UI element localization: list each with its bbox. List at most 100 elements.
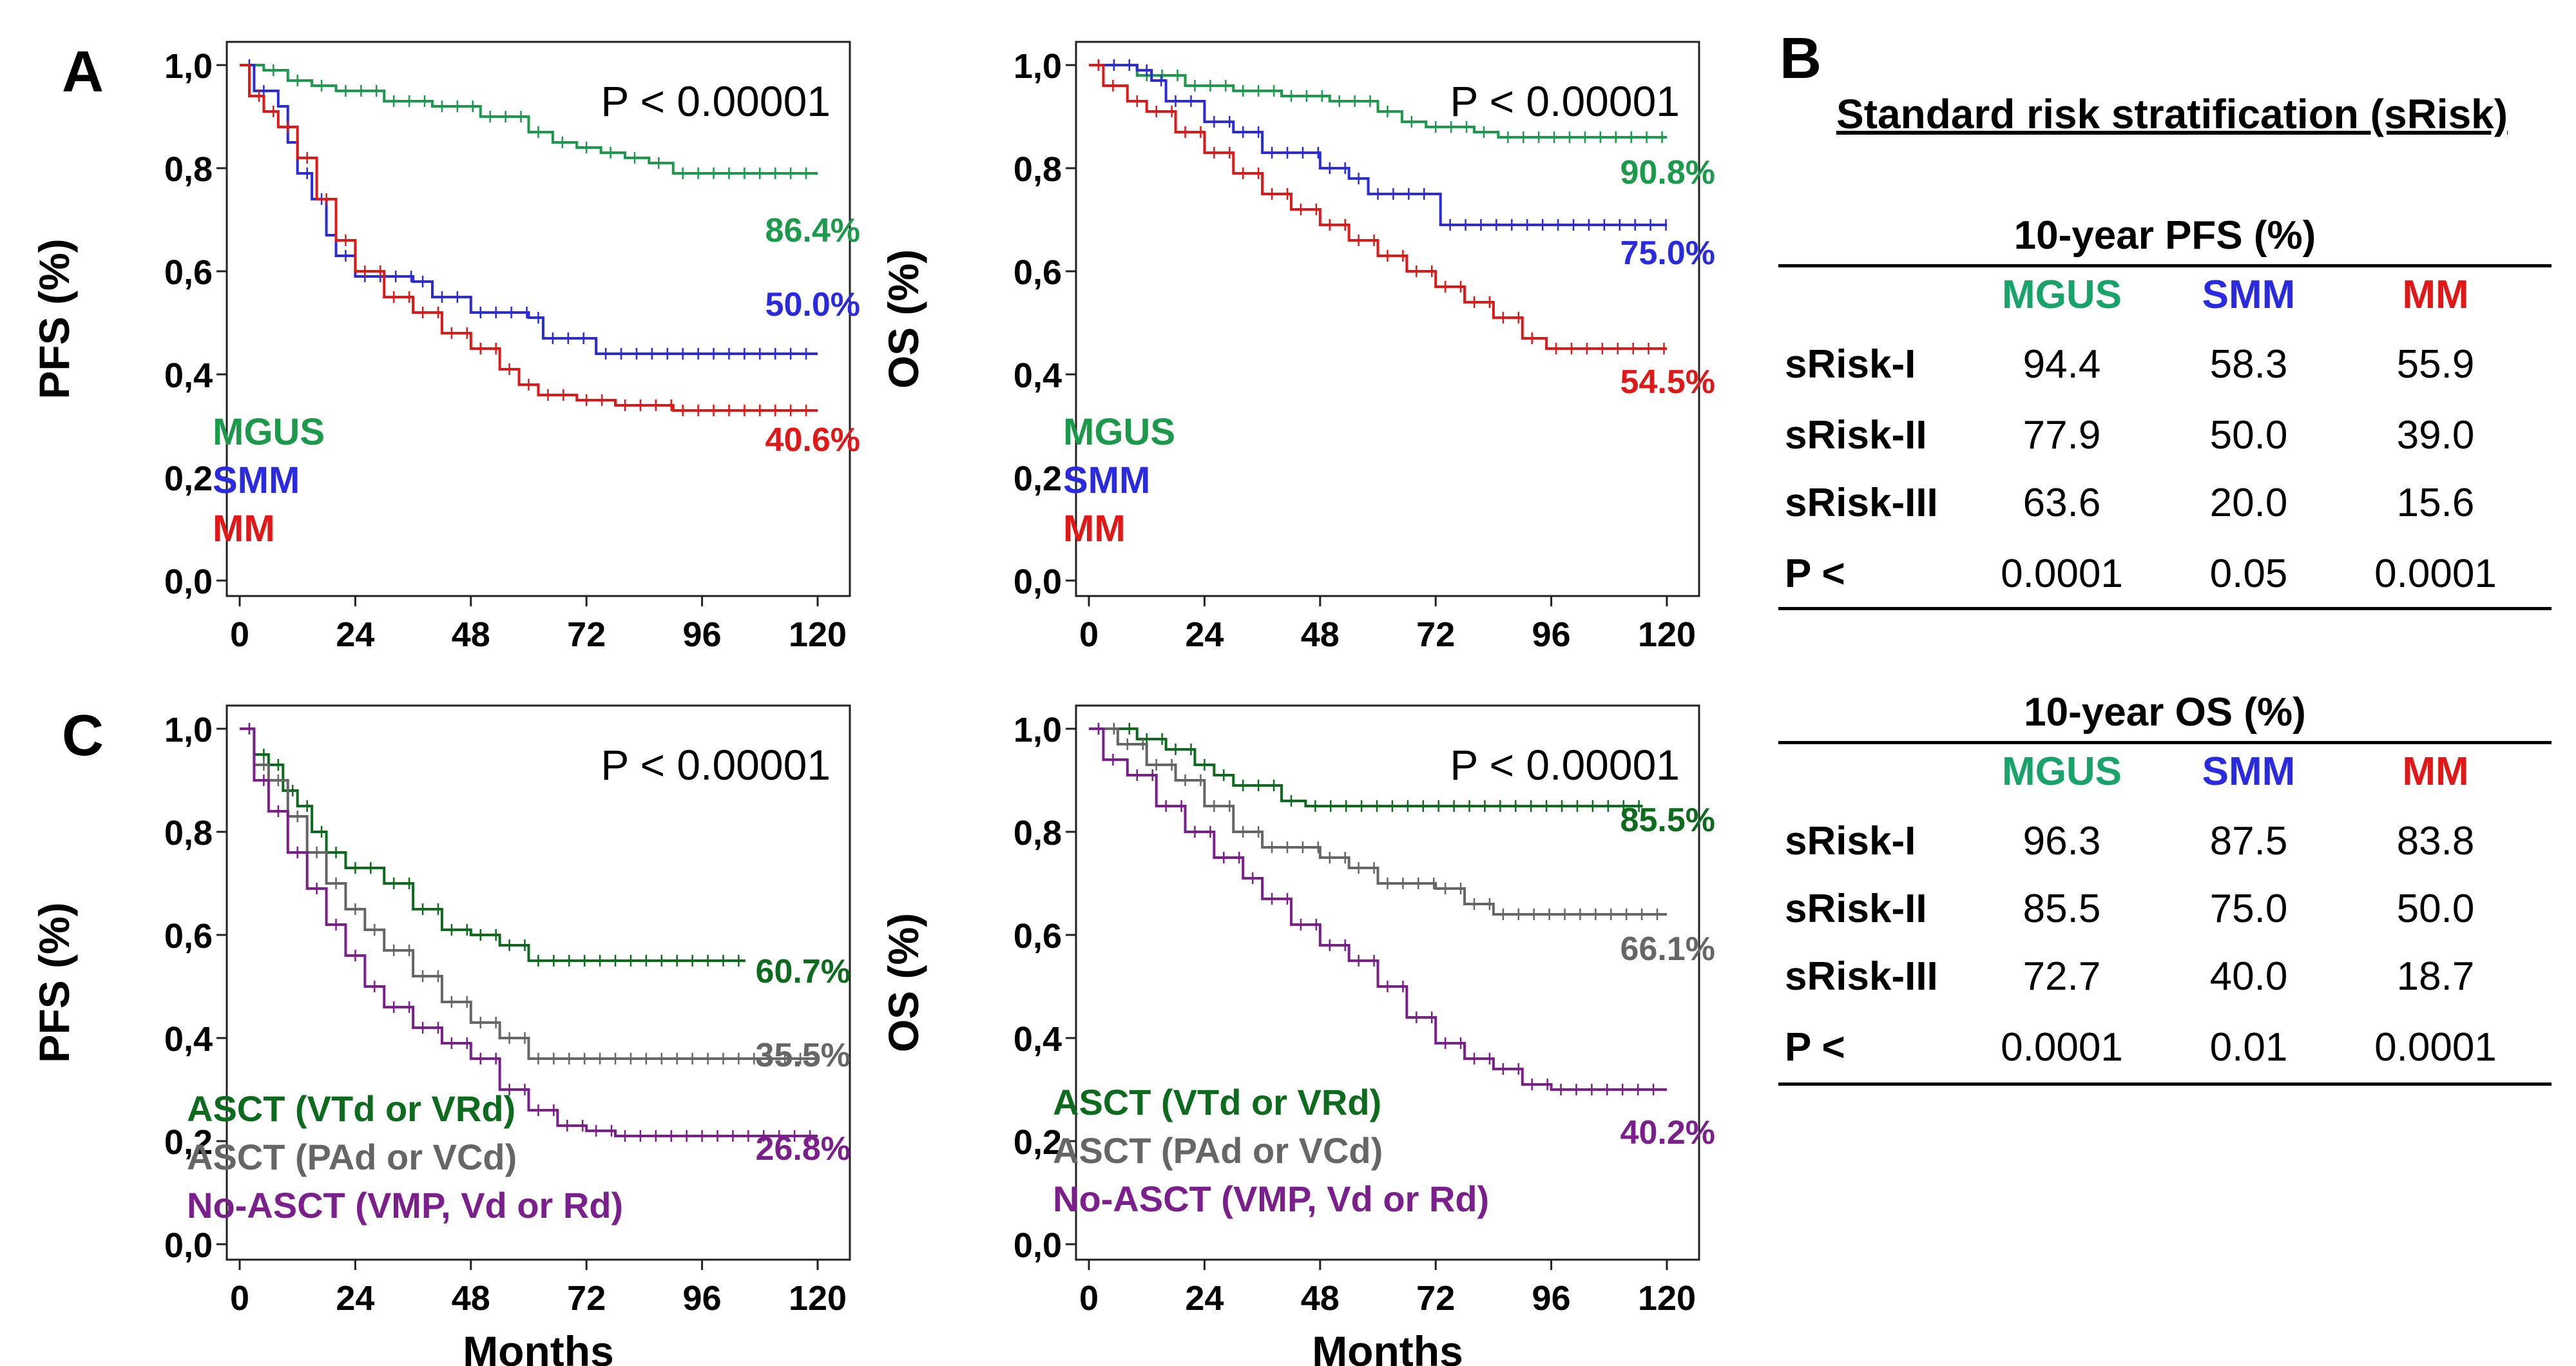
legend-entry: MM: [213, 508, 275, 550]
y-tick-label: 0,4: [1014, 1020, 1062, 1059]
pfs-table-caption: 10-year PFS (%): [2014, 213, 2316, 258]
series-line: [1089, 727, 1643, 807]
y-axis-label: PFS (%): [30, 902, 78, 1063]
legend-entry: ASCT (PAd or VCd): [187, 1137, 517, 1177]
series-annotation: 90.8%: [1620, 154, 1715, 191]
x-tick-label: 24: [336, 1279, 374, 1318]
os-cell: 85.5: [2023, 887, 2101, 931]
os-table: 10-year OS (%) MGUS SMM MM sRisk-I 96.3 …: [1778, 689, 2552, 1115]
os-header-mgus: MGUS: [2002, 749, 2122, 794]
x-tick-label: 120: [789, 615, 847, 654]
os-cell: 87.5: [2209, 819, 2288, 863]
os-cell: 96.3: [2023, 819, 2101, 863]
y-tick-label: 0,4: [164, 1020, 213, 1059]
p-value: P < 0.00001: [1450, 77, 1680, 125]
os-table-rule-top: [1778, 741, 2552, 744]
legend-entry: MGUS: [1063, 411, 1175, 453]
y-tick-label: 0,8: [1014, 814, 1062, 852]
risk-table-panel: B Standard risk stratification (sRisk) 1…: [1778, 26, 2564, 1134]
os-cell: 50.0: [2396, 887, 2475, 931]
os-table-rule-bottom: [1778, 1082, 2552, 1086]
series-line: [240, 727, 818, 1137]
y-tick-label: 1,0: [1014, 711, 1062, 749]
os-header-smm: SMM: [2202, 749, 2296, 794]
pfs-cell: 77.9: [2023, 413, 2101, 457]
x-axis-label: Months: [1312, 1327, 1463, 1366]
legend-entry: MGUS: [213, 411, 325, 453]
series-line: [1089, 727, 1667, 916]
x-tick-label: 24: [1185, 615, 1224, 654]
y-tick-label: 0,8: [164, 150, 213, 189]
series-line: [240, 64, 818, 175]
y-tick-label: 1,0: [164, 47, 213, 86]
x-tick-label: 0: [230, 1279, 249, 1318]
x-tick-label: 96: [683, 615, 722, 654]
series-annotation: 60.7%: [756, 953, 851, 990]
series-line: [240, 64, 818, 412]
pfs-cell: 0.05: [2209, 552, 2288, 596]
x-tick-label: 48: [452, 615, 490, 654]
legend-entry: No-ASCT (VMP, Vd or Rd): [187, 1185, 623, 1226]
x-tick-label: 0: [1079, 615, 1099, 654]
pfs-row-label: sRisk-II: [1785, 413, 1927, 457]
x-tick-label: 48: [1301, 1279, 1340, 1318]
series-annotation: 26.8%: [756, 1130, 851, 1168]
series-annotation: 75.0%: [1620, 235, 1715, 272]
y-tick-label: 0,6: [164, 917, 213, 956]
os-cell: 83.8: [2396, 819, 2475, 863]
pfs-row-label: sRisk-III: [1785, 481, 1938, 525]
x-tick-label: 72: [567, 615, 606, 654]
plot-frame: [226, 41, 851, 597]
pfs-cell: 50.0: [2209, 413, 2288, 457]
series-annotation: 40.6%: [765, 421, 860, 459]
legend-entry: SMM: [1063, 459, 1150, 501]
y-tick-label: 1,0: [164, 711, 213, 749]
os-row-label: P <: [1785, 1025, 1845, 1070]
os-cell: 18.7: [2396, 954, 2475, 999]
legend-entry: ASCT (VTd or VRd): [1053, 1082, 1381, 1122]
pfs-table-rule-bottom: [1778, 607, 2552, 610]
os-row-label: sRisk-I: [1785, 819, 1916, 863]
x-tick-label: 72: [567, 1279, 606, 1318]
y-axis-label: OS (%): [879, 249, 927, 389]
x-tick-label: 72: [1416, 615, 1455, 654]
y-tick-label: 0,0: [164, 1226, 213, 1265]
y-tick-label: 0,6: [1014, 917, 1062, 956]
pfs-row-label: sRisk-I: [1785, 342, 1916, 387]
y-tick-label: 0,0: [1014, 1226, 1062, 1265]
y-tick-label: 0,4: [164, 356, 213, 395]
pfs-cell: 55.9: [2396, 342, 2475, 387]
series-annotation: 35.5%: [756, 1037, 851, 1074]
x-axis-label: Months: [463, 1327, 614, 1366]
panel-letter: C: [62, 704, 104, 768]
x-tick-label: 120: [789, 1279, 847, 1318]
y-tick-label: 0,4: [1014, 356, 1062, 395]
pfs-header-smm: SMM: [2202, 273, 2296, 317]
pfs-table: 10-year PFS (%) MGUS SMM MM sRisk-I 94.4…: [1778, 213, 2552, 638]
y-tick-label: 0,0: [1014, 563, 1062, 601]
legend-entry: ASCT (VTd or VRd): [187, 1088, 515, 1129]
series-annotation: 86.4%: [765, 212, 860, 249]
pfs-cell: 94.4: [2023, 342, 2101, 387]
x-tick-label: 0: [1079, 1279, 1099, 1318]
p-value: P < 0.00001: [601, 741, 831, 789]
series-annotation: 54.5%: [1620, 363, 1715, 401]
y-tick-label: 0,2: [164, 459, 213, 498]
series-annotation: 50.0%: [765, 286, 860, 323]
y-axis-label: PFS (%): [30, 238, 78, 399]
os-row-label: sRisk-III: [1785, 954, 1938, 999]
y-tick-label: 0,8: [1014, 150, 1062, 189]
y-tick-label: 0,0: [164, 563, 213, 601]
os-cell: 0.01: [2209, 1025, 2288, 1070]
x-tick-label: 96: [683, 1279, 722, 1318]
pfs-cell: 63.6: [2023, 481, 2101, 525]
x-tick-label: 48: [452, 1279, 490, 1318]
os-row-label: sRisk-II: [1785, 887, 1927, 931]
pfs-cell: 20.0: [2209, 481, 2288, 525]
legend-entry: SMM: [213, 459, 300, 501]
x-tick-label: 120: [1638, 615, 1696, 654]
table-title: Standard risk stratification (sRisk): [1836, 91, 2508, 137]
x-tick-label: 96: [1532, 615, 1571, 654]
p-value: P < 0.00001: [601, 77, 831, 125]
